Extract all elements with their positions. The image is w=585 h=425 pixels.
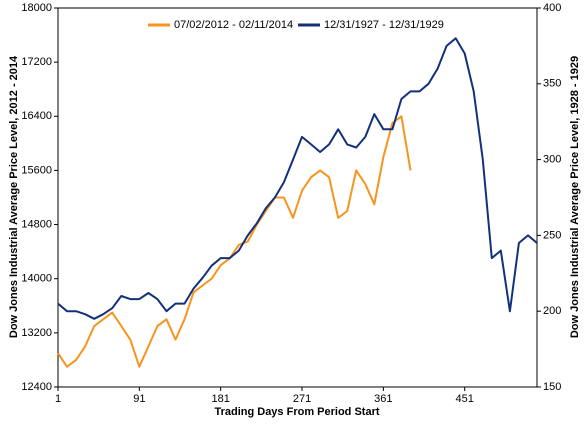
x-tick-label: 181 — [211, 393, 229, 405]
y2-tick-label: 250 — [543, 229, 561, 241]
y2-tick-label: 400 — [543, 2, 561, 14]
x-tick-label: 1 — [55, 393, 61, 405]
y2-tick-label: 200 — [543, 305, 561, 317]
y-axis-title: Dow Jones Industrial Average Price Level… — [8, 55, 20, 338]
x-axis-title: Trading Days From Period Start — [214, 406, 379, 418]
x-tick-label: 91 — [133, 393, 145, 405]
y-tick-label: 13200 — [21, 327, 52, 339]
y-tick-label: 14000 — [21, 273, 52, 285]
y-tick-label: 18000 — [21, 2, 52, 14]
y-tick-label: 15600 — [21, 164, 52, 176]
x-tick-label: 361 — [374, 393, 392, 405]
x-tick-label: 451 — [456, 393, 474, 405]
legend-label: 12/31/1927 - 12/31/1929 — [324, 19, 444, 31]
y-tick-label: 12400 — [21, 381, 52, 393]
y2-tick-label: 300 — [543, 154, 561, 166]
y2-tick-label: 350 — [543, 78, 561, 90]
line-series — [57, 37, 538, 320]
x-tick-label: 271 — [293, 393, 311, 405]
y-tick-label: 14800 — [21, 218, 52, 230]
y2-tick-label: 150 — [543, 381, 561, 393]
y-tick-label: 17200 — [21, 56, 52, 68]
y2-axis-title: Dow Jones Industrial Average Price Level… — [569, 56, 581, 338]
y-tick-label: 16400 — [21, 110, 52, 122]
legend-label: 07/02/2012 - 02/11/2014 — [174, 19, 293, 31]
plot-frame — [57, 7, 538, 388]
line-series — [57, 115, 412, 368]
